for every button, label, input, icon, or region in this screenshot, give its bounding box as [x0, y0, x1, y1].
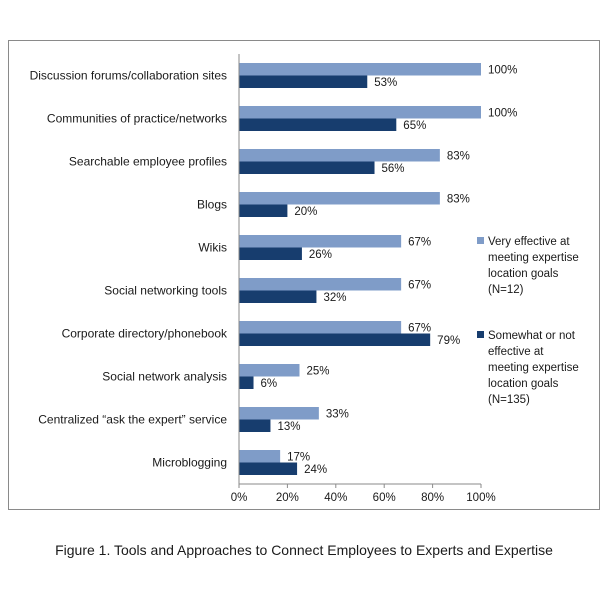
x-tick-label: 100%: [466, 492, 495, 504]
legend-entry-line: location goals: [488, 268, 559, 280]
legend-entry-line: (N=12): [488, 284, 524, 296]
data-label: 33%: [326, 409, 349, 421]
legend-entry-line: Very effective at: [488, 236, 570, 248]
data-label: 67%: [408, 323, 431, 335]
category-label: Searchable employee profiles: [69, 155, 227, 169]
data-label: 26%: [309, 249, 332, 261]
x-tick-label: 80%: [421, 492, 444, 504]
legend-entry-line: meeting expertise: [488, 252, 579, 264]
bar: [239, 63, 481, 76]
legend-entry-line: location goals: [488, 378, 559, 390]
data-label: 83%: [447, 194, 470, 206]
category-label: Discussion forums/collaboration sites: [30, 69, 227, 83]
data-label: 25%: [307, 366, 330, 378]
bar: [239, 364, 300, 377]
data-label: 6%: [261, 378, 278, 390]
bar: [239, 118, 397, 131]
chart-frame: Discussion forums/collaboration sites 100…: [8, 40, 600, 510]
figure-caption: Figure 1. Tools and Approaches to Connec…: [55, 542, 553, 558]
bar: [239, 235, 402, 248]
bar: [239, 149, 440, 162]
category-label: Communities of practice/networks: [47, 112, 227, 126]
bar: [239, 290, 317, 303]
bar: [239, 450, 281, 463]
legend-entry-line: Somewhat or not: [488, 330, 576, 342]
data-label: 65%: [403, 120, 426, 132]
data-label: 32%: [323, 292, 346, 304]
data-label: 17%: [287, 452, 310, 464]
bar: [239, 462, 298, 475]
bar: [239, 247, 302, 260]
data-label: 100%: [488, 108, 517, 120]
category-label: Microblogging: [152, 456, 227, 470]
legend-entry-line: (N=135): [488, 394, 530, 406]
category-label: Social network analysis: [102, 370, 227, 384]
x-tick-label: 60%: [373, 492, 396, 504]
bar: [239, 333, 431, 346]
data-label: 79%: [437, 335, 460, 347]
bar: [239, 278, 402, 291]
x-tick-label: 40%: [324, 492, 347, 504]
data-label: 67%: [408, 237, 431, 249]
bar: [239, 321, 402, 334]
data-label: 100%: [488, 65, 517, 77]
bar: [239, 161, 375, 174]
legend-swatch: [477, 331, 484, 338]
bar: [239, 204, 288, 217]
category-label: Social networking tools: [104, 284, 227, 298]
category-label: Centralized “ask the expert” service: [38, 413, 227, 427]
x-tick-label: 0%: [231, 492, 248, 504]
bar-chart: Discussion forums/collaboration sites 100…: [30, 54, 579, 504]
bar: [239, 106, 481, 119]
bar: [239, 75, 368, 88]
data-label: 53%: [374, 77, 397, 89]
legend-entry-line: effective at: [488, 346, 544, 358]
bar: [239, 376, 254, 389]
bar: [239, 192, 440, 205]
x-tick-label: 20%: [276, 492, 299, 504]
data-label: 83%: [447, 151, 470, 163]
data-label: 13%: [277, 421, 300, 433]
category-label: Blogs: [197, 198, 227, 212]
data-label: 56%: [382, 163, 405, 175]
bar: [239, 407, 319, 420]
data-label: 24%: [304, 464, 327, 476]
data-label: 67%: [408, 280, 431, 292]
data-label: 20%: [294, 206, 317, 218]
category-label: Corporate directory/phonebook: [62, 327, 228, 341]
legend-entry-line: meeting expertise: [488, 362, 579, 374]
legend-swatch: [477, 237, 484, 244]
category-label: Wikis: [198, 241, 227, 255]
bar: [239, 419, 271, 432]
